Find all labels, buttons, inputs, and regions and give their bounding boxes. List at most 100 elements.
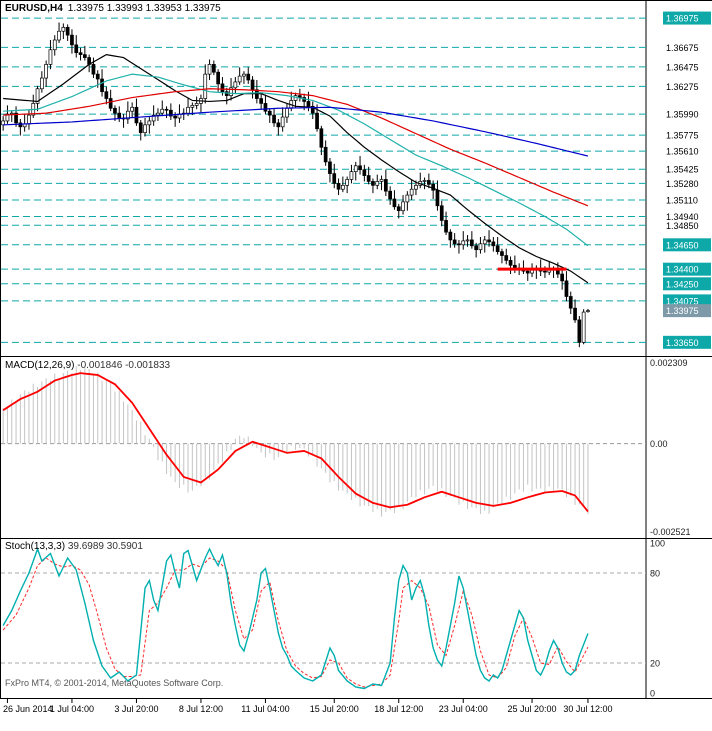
candle-body bbox=[470, 239, 474, 247]
candle-body bbox=[564, 280, 569, 297]
candle-body bbox=[392, 198, 397, 208]
price-level-label: 1.35610 bbox=[666, 147, 699, 157]
candle-body bbox=[366, 175, 371, 182]
candle-body bbox=[65, 26, 70, 36]
candle-body bbox=[190, 104, 195, 108]
candle-body bbox=[345, 179, 349, 186]
candle-body bbox=[259, 98, 263, 104]
candle-body bbox=[212, 64, 216, 73]
macd-scale-label: 0.002309 bbox=[650, 358, 688, 368]
ma-medium-teal bbox=[3, 73, 589, 247]
time-label: 25 Jul 20:00 bbox=[508, 704, 557, 714]
candle-body bbox=[95, 73, 100, 80]
stoch-scale-label: 100 bbox=[650, 539, 665, 549]
candle-body bbox=[568, 296, 573, 309]
candle-body bbox=[323, 146, 328, 163]
price-pane[interactable] bbox=[1, 1, 646, 356]
candle-body bbox=[18, 122, 23, 128]
candle-body bbox=[164, 108, 169, 111]
candle-body bbox=[207, 64, 212, 75]
stoch-pane[interactable] bbox=[1, 539, 646, 698]
candle-body bbox=[169, 109, 173, 117]
ma-slow-red bbox=[3, 88, 589, 207]
price-level-label: 1.34075 bbox=[666, 296, 699, 306]
candle-body bbox=[371, 181, 375, 186]
candle-body bbox=[461, 240, 466, 246]
candle-body bbox=[525, 270, 530, 274]
candle-body bbox=[405, 194, 410, 203]
price-level-box bbox=[663, 238, 711, 252]
candle-body bbox=[100, 78, 104, 93]
candle-body bbox=[91, 64, 96, 75]
candle-body bbox=[280, 116, 285, 128]
candle-body bbox=[216, 71, 220, 85]
time-label: 30 Jul 12:00 bbox=[563, 704, 612, 714]
price-level-box bbox=[663, 11, 711, 25]
price-level-box bbox=[663, 335, 711, 349]
macd-scale-label: 0.00 bbox=[650, 439, 668, 449]
candle-body bbox=[362, 169, 367, 176]
candle-body bbox=[422, 180, 427, 182]
macd-pane[interactable] bbox=[1, 357, 646, 538]
candle-body bbox=[401, 201, 405, 212]
price-level-label: 1.36675 bbox=[666, 43, 699, 53]
candle-body bbox=[353, 165, 358, 173]
stoch-scale-label: 20 bbox=[650, 659, 660, 669]
candle-body bbox=[151, 114, 156, 122]
price-level-label: 1.34250 bbox=[666, 279, 699, 289]
time-label: 1 Jul 04:00 bbox=[50, 704, 94, 714]
candle-body bbox=[465, 239, 470, 242]
candle-body bbox=[375, 181, 380, 186]
candle-body bbox=[74, 44, 79, 54]
stoch-scale-label: 0 bbox=[650, 689, 655, 699]
stoch-scale-label: 80 bbox=[650, 569, 660, 579]
candle-body bbox=[396, 206, 401, 212]
time-label: 23 Jul 04:00 bbox=[439, 704, 488, 714]
candle-body bbox=[138, 122, 143, 134]
candle-body bbox=[349, 171, 354, 180]
candle-body bbox=[543, 270, 547, 273]
candle-body bbox=[125, 110, 130, 120]
candle-body bbox=[491, 241, 496, 247]
candle-body bbox=[306, 101, 311, 107]
price-level-label: 1.36275 bbox=[666, 82, 699, 92]
candle-body bbox=[478, 243, 483, 251]
candle-body bbox=[573, 307, 577, 321]
ma-fast-black bbox=[3, 54, 589, 284]
time-label: 26 Jun 2014 bbox=[3, 704, 53, 714]
candle-body bbox=[78, 52, 83, 55]
candle-body bbox=[427, 180, 431, 185]
candle-body bbox=[57, 30, 61, 41]
candle-body bbox=[194, 103, 199, 106]
candle-body bbox=[560, 273, 565, 282]
candle-body bbox=[156, 112, 160, 116]
price-level-box bbox=[663, 277, 711, 291]
candle-body bbox=[35, 88, 40, 104]
macd-scale-label: -0.002521 bbox=[650, 527, 691, 537]
price-level-label: 1.35990 bbox=[666, 110, 699, 120]
ma-slowest-blue bbox=[3, 106, 589, 157]
candle-body bbox=[448, 231, 453, 241]
candle-body bbox=[263, 103, 268, 112]
candle-body bbox=[130, 106, 134, 112]
candle-body bbox=[276, 122, 281, 128]
candle-body bbox=[414, 184, 418, 190]
time-label: 3 Jul 20:00 bbox=[114, 704, 158, 714]
candle-body bbox=[70, 34, 74, 46]
bid-price-box bbox=[663, 304, 711, 318]
candle-body bbox=[143, 124, 147, 133]
candle-body bbox=[104, 91, 109, 99]
price-level-box bbox=[663, 262, 711, 276]
candle-body bbox=[332, 173, 337, 184]
candle-body bbox=[220, 83, 225, 93]
time-label: 18 Jul 12:00 bbox=[374, 704, 423, 714]
candle-body bbox=[388, 190, 392, 200]
candle-body bbox=[61, 26, 66, 32]
candle-body bbox=[310, 105, 315, 114]
candle-body bbox=[203, 73, 208, 99]
candle-body bbox=[160, 108, 165, 114]
candle-body bbox=[452, 239, 457, 245]
candle-body bbox=[246, 73, 251, 81]
price-level-label: 1.35425 bbox=[666, 165, 699, 175]
